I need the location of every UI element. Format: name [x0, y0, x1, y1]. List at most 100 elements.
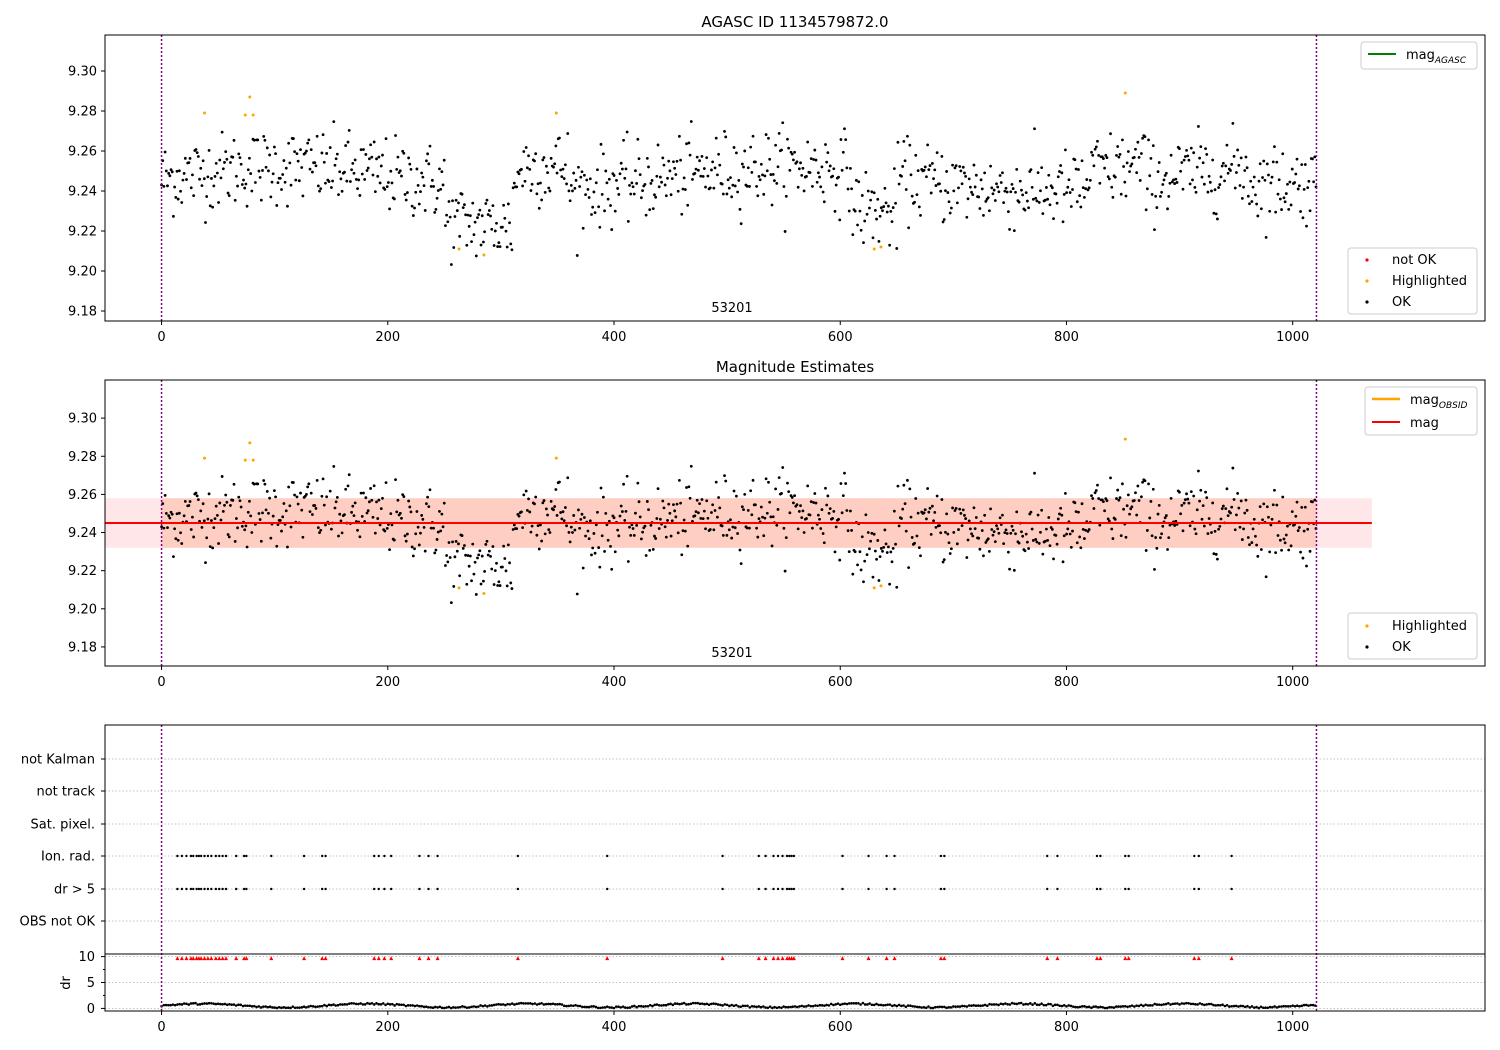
ok-point [537, 547, 541, 551]
ok-point [818, 517, 821, 521]
ok-point [546, 171, 549, 175]
ok-point [264, 165, 268, 169]
dr-point [529, 1002, 532, 1005]
ok-point [1283, 541, 1287, 545]
ok-point [427, 505, 431, 509]
dr-flag [206, 887, 210, 891]
ok-point [913, 541, 916, 545]
ok-point [376, 517, 380, 520]
ok-point [768, 500, 772, 504]
dr-point [1071, 1005, 1075, 1008]
ok-point [668, 169, 672, 173]
ok-point [1092, 164, 1096, 168]
ok-point [606, 538, 610, 542]
ok-point [710, 168, 713, 172]
dr-exceed-marker [1123, 956, 1128, 961]
ok-point [1180, 504, 1184, 507]
ok-point [1121, 138, 1124, 142]
ok-point [1221, 161, 1225, 165]
ok-point [996, 527, 1000, 531]
ok-point [1154, 536, 1158, 539]
ok-point [460, 534, 464, 537]
dr-flag [790, 887, 793, 891]
ok-point [869, 198, 873, 202]
ok-point [1167, 194, 1171, 198]
ok-point [881, 549, 884, 553]
ok-point [1080, 159, 1084, 163]
ok-point [441, 525, 445, 529]
ok-point [211, 205, 215, 209]
ok-point [1065, 191, 1068, 195]
dr-point [196, 1003, 200, 1006]
ok-point [1255, 202, 1259, 206]
ok-point [396, 498, 400, 502]
ok-point [1096, 139, 1099, 143]
ok-point [377, 155, 381, 159]
ok-point [919, 554, 922, 558]
ion-rad-flag [185, 854, 188, 858]
ok-point [900, 517, 903, 520]
ion-rad-flag [785, 854, 789, 858]
ok-point [271, 172, 275, 176]
ok-point [369, 487, 372, 490]
ok-point [872, 191, 876, 195]
ok-point [316, 526, 320, 530]
ok-point [368, 157, 371, 161]
dr-point [544, 1002, 548, 1006]
dr-point [228, 1002, 231, 1006]
ok-point [782, 526, 786, 530]
ok-point [195, 494, 199, 498]
dr-point [508, 1003, 512, 1006]
dr-point [1105, 1006, 1109, 1010]
ion-rad-flag [210, 854, 213, 858]
dr-exceed-marker [1126, 956, 1131, 961]
ok-point [1071, 529, 1074, 533]
ok-point [1110, 527, 1114, 531]
dr-point [1153, 1002, 1157, 1006]
dr-point [605, 1005, 609, 1008]
dr-flag [776, 887, 780, 891]
ok-point [1150, 534, 1154, 538]
ok-point [396, 155, 400, 159]
ok-point [522, 493, 526, 497]
ok-point [922, 511, 926, 515]
dr-point [384, 1003, 387, 1007]
ok-point [1137, 155, 1141, 159]
ok-point [268, 153, 272, 157]
ok-point [345, 179, 349, 183]
y-tick-label: 9.20 [68, 602, 97, 617]
ok-point [508, 221, 511, 225]
ok-point [729, 176, 732, 180]
ok-point [1145, 187, 1149, 191]
dr-point [933, 1005, 937, 1009]
ok-point [891, 206, 895, 209]
ok-point [231, 155, 235, 159]
ok-point [845, 509, 849, 512]
ok-point [234, 517, 238, 520]
ok-point [1182, 158, 1186, 162]
ok-point [767, 480, 770, 484]
ok-point [885, 210, 889, 214]
ok-point [1128, 512, 1131, 516]
dr-point [495, 1003, 498, 1006]
dr-exceed-marker [175, 956, 180, 961]
ok-point [1143, 479, 1147, 483]
dr-point [1271, 1005, 1274, 1009]
ok-point [625, 474, 629, 478]
ok-point [687, 485, 691, 489]
ok-point [1102, 500, 1105, 504]
ok-point [1059, 164, 1063, 167]
ok-point [321, 133, 325, 137]
ok-point [951, 506, 954, 510]
dr-point [368, 1002, 371, 1006]
dr-flag [377, 887, 380, 891]
ok-point [954, 164, 958, 168]
ok-point [294, 178, 298, 182]
ion-rad-flag [943, 854, 946, 858]
dr-point [316, 1005, 319, 1008]
ok-point [1144, 208, 1148, 212]
ok-point [1147, 482, 1150, 486]
ok-point [590, 553, 593, 557]
ok-point [663, 525, 667, 529]
dr-flag [203, 887, 206, 891]
